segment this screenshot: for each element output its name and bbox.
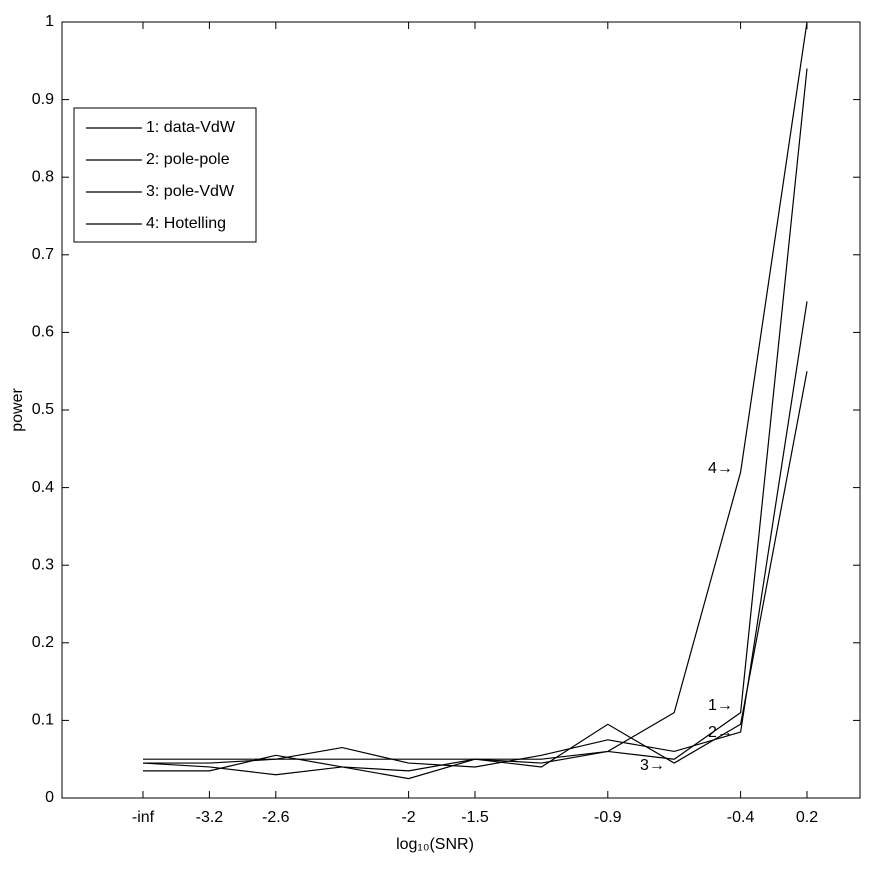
y-tick-label: 0.3 [32,556,54,573]
y-tick-label: 1 [45,13,54,30]
x-tick-label: -1.5 [461,809,489,826]
y-axis-label: power [9,388,26,432]
y-tick-label: 0.1 [32,712,54,729]
y-tick-label: 0.8 [32,168,54,185]
legend-label: 3: pole-VdW [146,183,235,200]
y-tick-label: 0.4 [32,479,54,496]
series-line [143,301,808,768]
x-tick-label: -0.4 [727,809,755,826]
legend-box [73,107,257,243]
legend-label: 1: data-VdW [146,119,236,136]
y-tick-label: 0 [45,789,54,806]
y-tick-label: 0.9 [32,91,54,108]
legend-label: 4: Hotelling [146,215,226,232]
y-tick-label: 0.5 [32,401,54,418]
y-tick-label: 0.6 [32,324,54,341]
annotation: 1→ [708,697,733,714]
x-tick-label: 0.2 [796,809,818,826]
x-tick-label: -2 [401,809,415,826]
x-tick-label: -2.6 [262,809,290,826]
series-line [143,21,808,764]
x-tick-label: -inf [132,809,155,826]
annotation: 4→ [708,460,733,477]
y-tick-label: 0.2 [32,634,54,651]
annotation: 3→ [640,757,665,774]
y-tick-label: 0.7 [32,246,54,263]
annotation: 2→ [708,724,733,741]
x-tick-label: -0.9 [594,809,622,826]
x-tick-label: -3.2 [196,809,224,826]
legend-label: 2: pole-pole [146,151,230,168]
x-axis-label: log₁₀(SNR) [396,836,474,853]
